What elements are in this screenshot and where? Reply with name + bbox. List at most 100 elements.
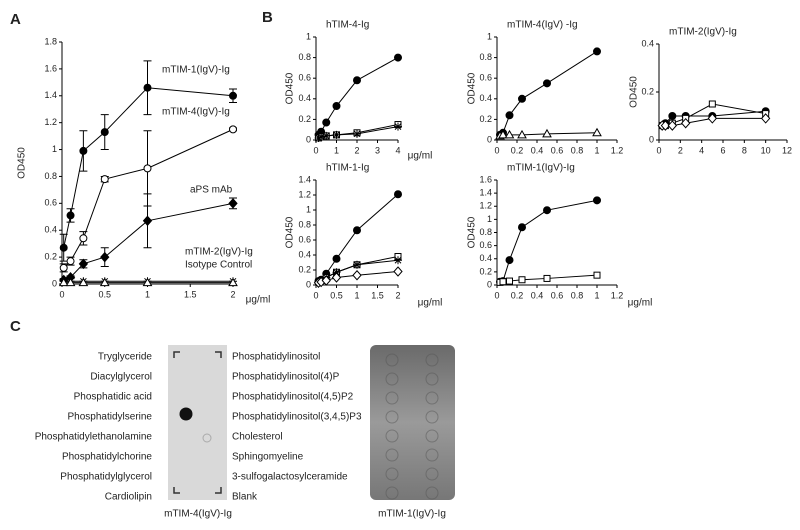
marker: [394, 256, 402, 265]
x-tick-label: 12: [782, 145, 792, 155]
x-tick-label: 0.8: [571, 290, 584, 300]
marker: [393, 266, 403, 277]
y-tick-label: 1.4: [44, 90, 57, 100]
lipid-label: Phosphatidylinositol(4,5)P2: [232, 392, 354, 403]
series-line: [63, 87, 234, 248]
marker: [143, 83, 152, 92]
blot-spot: [385, 410, 399, 424]
lipid-label: 3-sulfogalactosylceramide: [232, 472, 348, 483]
x-tick-label: 8: [742, 145, 747, 155]
y-tick-label: 0.8: [298, 52, 311, 62]
y-tick-label: 1: [52, 144, 57, 154]
x-tick-label: 0.6: [551, 290, 564, 300]
y-axis-label: OD450: [285, 216, 296, 248]
y-tick-label: 0.4: [298, 249, 311, 259]
y-axis-label: OD450: [17, 147, 28, 179]
marker: [99, 277, 110, 287]
marker: [505, 111, 514, 120]
x-tick-label: 1: [145, 289, 150, 299]
marker: [593, 196, 601, 205]
marker: [314, 133, 323, 142]
marker: [100, 251, 110, 263]
y-tick-label: 0.8: [298, 219, 311, 229]
blot-spot: [385, 486, 399, 500]
marker: [708, 100, 716, 108]
blot-spot: [425, 353, 439, 367]
y-tick-label: 0.4: [479, 253, 492, 263]
marker: [332, 102, 341, 111]
marker: [229, 125, 237, 134]
marker: [680, 117, 691, 129]
blot-spot: [385, 429, 399, 443]
x-tick-label: 0.2: [511, 145, 524, 155]
blot-caption: mTIM-1(IgV)-Ig: [378, 509, 446, 520]
y-tick-label: 0.2: [641, 86, 654, 96]
lipid-label: Cardiolipin: [105, 492, 152, 503]
y-tick-label: 0.6: [44, 198, 57, 208]
marker: [100, 128, 109, 137]
marker: [707, 113, 718, 124]
y-tick-label: 0.8: [479, 52, 492, 62]
y-tick-label: 1: [306, 204, 311, 214]
marker: [58, 277, 69, 287]
lipid-label: Diacylglycerol: [90, 372, 152, 383]
y-tick-label: 0.2: [44, 251, 57, 261]
y-tick-label: 0.2: [479, 114, 492, 124]
marker: [352, 269, 362, 281]
marker: [593, 47, 601, 56]
y-tick-label: 1: [487, 214, 492, 224]
y-tick-label: 1.2: [298, 189, 311, 199]
marker: [321, 275, 331, 286]
y-tick-label: 0: [487, 279, 492, 289]
x-tick-label: 2: [354, 145, 359, 155]
x-tick-label: 1: [594, 290, 599, 300]
marker: [660, 120, 671, 131]
marker: [353, 129, 361, 138]
chart: 0 0.2 0.4 0.6 0.8 1 1.2 1.4 0 0.5 1 1.5 2 hTIM-1-Ig OD…: [285, 163, 443, 309]
marker: [593, 271, 601, 279]
lipid-label: Phosphatidylchorine: [62, 452, 152, 463]
marker: [394, 190, 402, 199]
x-tick-label: 1: [594, 145, 599, 155]
chart: 0 0.2 0.4 0.6 0.8 1 0 0.2 0.4 0.6 0.8 1 1.2 mTIM-4(Ig…: [467, 20, 624, 156]
marker: [322, 131, 331, 140]
blot-spot: [425, 486, 439, 500]
x-tick-label: 0.4: [531, 290, 544, 300]
x-tick-label: 0.4: [531, 145, 544, 155]
chart: 0 0.2 0.4 0.6 0.8 1 1.2 1.4 1.6 0 0.2 0.4 0.6 0.8 1 1.2…: [467, 163, 653, 309]
marker: [353, 260, 361, 269]
marker: [543, 79, 551, 88]
x-axis-label: μg/ml: [418, 298, 443, 309]
chart-title: mTIM-1(IgV)-Ig: [507, 163, 575, 174]
y-tick-label: 0.8: [479, 227, 492, 237]
chart-title: mTIM-2(IgV)-Ig: [669, 27, 737, 38]
y-tick-label: 1.4: [479, 188, 492, 198]
marker: [59, 263, 68, 272]
blot-membrane: [168, 345, 227, 500]
y-tick-label: 0.4: [298, 93, 311, 103]
marker: [59, 243, 68, 252]
x-tick-label: 1.5: [184, 289, 197, 299]
blot-spot: [385, 353, 399, 367]
marker: [518, 94, 526, 103]
y-axis-label: OD450: [285, 72, 296, 104]
marker: [100, 175, 109, 184]
blot-spot: [385, 372, 399, 386]
lipid-label: Phosphatidic acid: [74, 392, 152, 403]
y-tick-label: 0.2: [298, 264, 311, 274]
x-tick-label: 0: [313, 145, 318, 155]
blot-spot: [385, 391, 399, 405]
x-tick-label: 3: [375, 145, 380, 155]
lipid-label: Phosphatidylinositol(4)P: [232, 372, 340, 383]
y-tick-label: 1.6: [479, 174, 492, 184]
y-tick-label: 1.8: [44, 36, 57, 46]
series-label: mTIM-4(IgV)-Ig: [162, 107, 230, 118]
y-tick-label: 0.8: [44, 171, 57, 181]
blot-spot: [385, 448, 399, 462]
marker: [505, 256, 514, 265]
marker: [228, 277, 238, 287]
lipid-label: Sphingomyeline: [232, 452, 304, 463]
marker: [317, 132, 326, 141]
marker: [142, 215, 153, 227]
